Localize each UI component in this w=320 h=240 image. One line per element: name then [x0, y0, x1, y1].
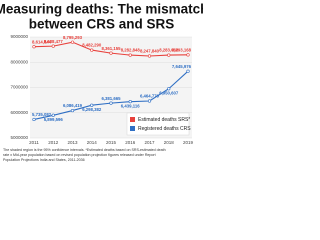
point: [51, 113, 55, 117]
chart-title: Measuring deaths: The mismatch: [0, 2, 203, 17]
point: [167, 87, 171, 91]
y-tick-label: 6000000: [10, 110, 28, 115]
x-tick-label: 2019: [183, 140, 194, 145]
value-label: 8,638,477: [44, 39, 64, 44]
value-label: 6,381,665: [101, 96, 121, 101]
point: [128, 53, 132, 57]
value-label: 6,950,607: [159, 90, 179, 95]
value-label: 8,283,068: [159, 48, 179, 53]
point: [167, 53, 171, 57]
legend-label: Estimated deaths SRS*: [138, 117, 190, 123]
x-tick-label: 2017: [144, 140, 155, 145]
point: [32, 117, 36, 122]
x-tick-label: 2011: [29, 140, 39, 145]
point: [70, 40, 75, 44]
point: [147, 54, 152, 58]
x-tick-label: 2016: [125, 140, 136, 145]
value-label: 6,298,382: [82, 107, 102, 112]
x-tick-label: 2015: [106, 140, 117, 145]
point: [90, 48, 94, 52]
x-tick-label: 2014: [87, 140, 98, 145]
footnote: The shaded region is the 95% confidence …: [3, 148, 166, 152]
chart: Measuring deaths: The mismatch between C…: [0, 2, 203, 162]
page: Measuring deaths: The mismatch between C…: [0, 0, 203, 175]
x-tick-label: 2018: [164, 140, 175, 145]
point: [128, 100, 132, 104]
value-label: 7,645,976: [172, 64, 192, 69]
y-tick-label: 7000000: [10, 85, 28, 90]
value-label: 8,482,290: [82, 43, 102, 48]
point: [51, 44, 55, 48]
value-label: 8,293,168: [172, 47, 192, 52]
legend-swatch: [130, 126, 135, 131]
y-tick-label: 8000000: [10, 59, 28, 64]
point: [186, 53, 190, 57]
legend-label: Registered deaths CRS: [138, 126, 191, 132]
x-tick-label: 2013: [67, 140, 78, 145]
legend-box: [126, 112, 190, 136]
value-label: 8,247,840: [140, 49, 160, 54]
point: [109, 101, 113, 105]
chart-subtitle: between CRS and SRS: [29, 17, 175, 32]
y-tick-label: 9000000: [10, 34, 28, 39]
value-label: 6,464,779: [140, 94, 160, 99]
value-label: 6,086,419: [63, 103, 83, 108]
point: [32, 45, 36, 49]
value-label: 8,614,844: [32, 39, 52, 44]
point: [186, 69, 190, 73]
value-label: 8,795,293: [63, 35, 83, 40]
value-label: 5,735,082: [32, 112, 52, 117]
point: [147, 99, 152, 103]
value-label: 8,282,848: [121, 48, 141, 53]
point: [109, 51, 113, 55]
point: [70, 108, 75, 113]
value-label: 5,899,596: [44, 117, 64, 122]
value-label: 8,361,155: [101, 46, 121, 51]
y-tick-label: 5000000: [10, 135, 28, 140]
value-label: 6,439,116: [121, 103, 140, 108]
footnote: Population Projections India and States,…: [3, 158, 85, 162]
point: [90, 103, 94, 107]
legend-swatch: [130, 117, 135, 122]
footnote: rate x Mid-year population based on revi…: [3, 153, 156, 157]
x-tick-label: 2012: [48, 140, 59, 145]
